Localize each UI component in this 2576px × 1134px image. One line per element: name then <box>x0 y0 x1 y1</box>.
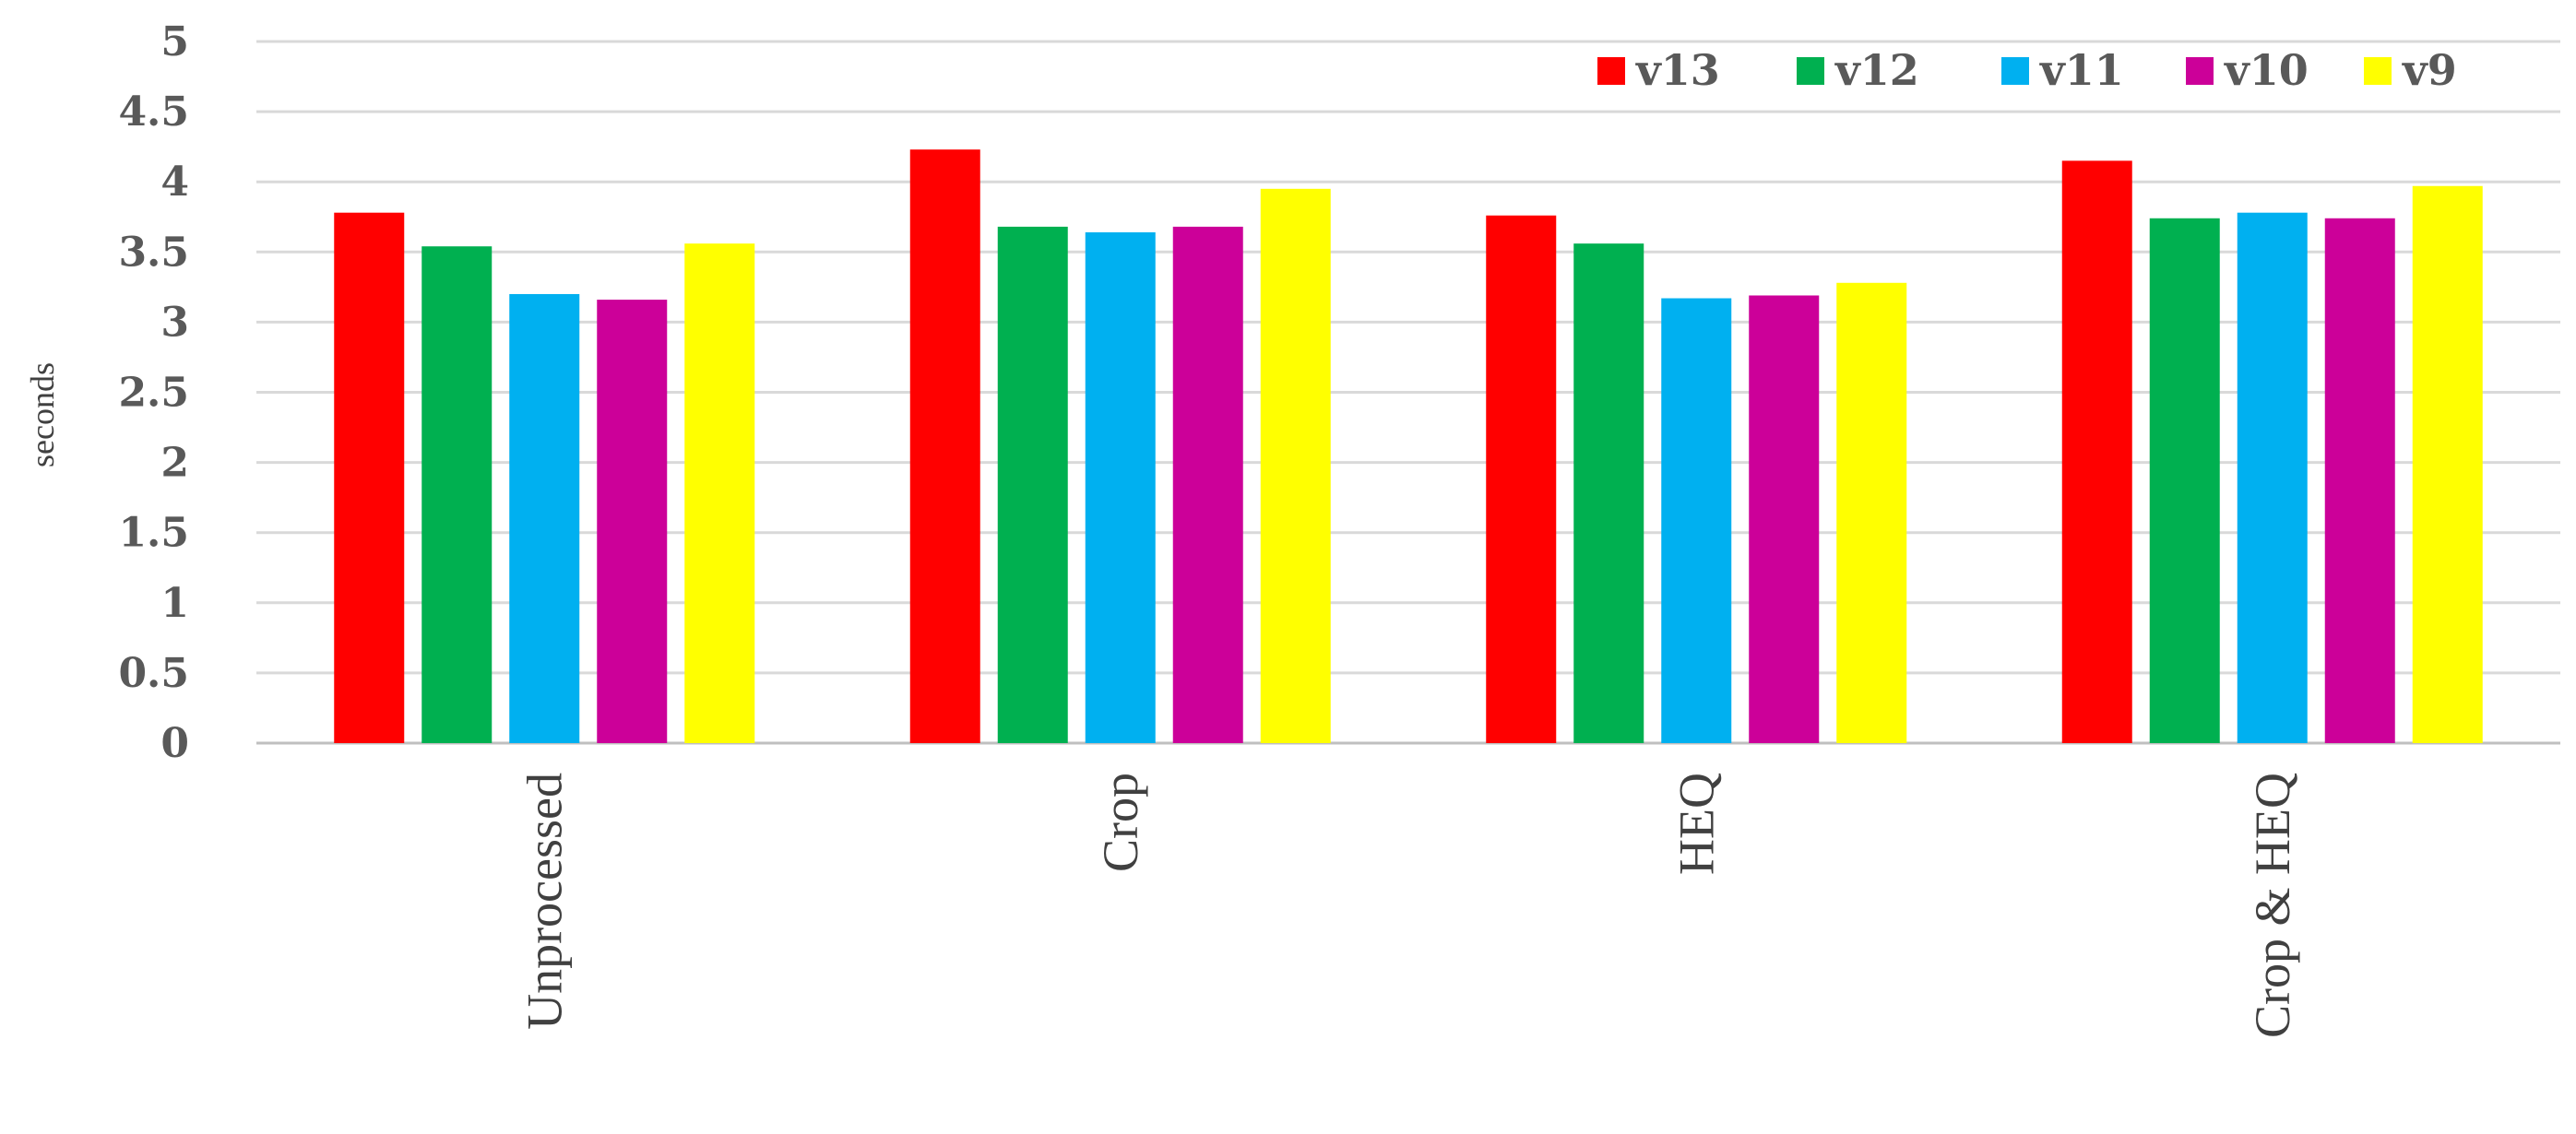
bar-v10 <box>1172 226 1243 744</box>
category-label: Crop & HEQ <box>2245 773 2300 1038</box>
legend-swatch-v13 <box>1597 57 1625 85</box>
bar-v13 <box>1486 215 1557 743</box>
bar-v12 <box>421 246 493 743</box>
y-axis-tick-labels: 0 0.5 1 1.5 2 2.5 3 3.5 4 4.5 5 <box>118 18 189 767</box>
bar-v13 <box>2061 160 2132 743</box>
category-label: HEQ <box>1668 773 1724 875</box>
y-tick-label: 4 <box>160 159 189 206</box>
bar-v12 <box>997 226 1068 744</box>
bar-v12 <box>1573 243 1644 744</box>
bar-v11 <box>509 293 580 743</box>
y-tick-label: 5 <box>160 18 189 65</box>
category-label: Crop <box>1093 773 1148 872</box>
y-tick-label: 3 <box>160 299 189 346</box>
y-tick-label: 1 <box>160 580 189 627</box>
bar-v13 <box>909 149 980 744</box>
y-tick-label: 4.5 <box>118 89 189 136</box>
bar-v10 <box>2324 218 2395 744</box>
legend-swatch-v10 <box>2186 57 2214 85</box>
bar-v9 <box>2412 185 2483 744</box>
x-axis-category-labels: Unprocessed Crop HEQ Crop & HEQ <box>516 773 2300 1038</box>
legend-label-v10: v10 <box>2224 45 2309 95</box>
bar-v13 <box>334 212 405 743</box>
bar-v9 <box>1836 282 1907 743</box>
bar-v11 <box>1661 298 1732 743</box>
legend: v13 v12 v11 v10 v9 <box>1597 45 2457 95</box>
y-tick-label: 2 <box>160 440 189 487</box>
bar-v10 <box>1749 295 1820 743</box>
y-tick-label: 1.5 <box>118 510 189 557</box>
legend-swatch-v12 <box>1797 57 1824 85</box>
legend-swatch-v9 <box>2364 57 2392 85</box>
legend-label-v9: v9 <box>2402 45 2457 95</box>
bars <box>334 149 2483 744</box>
legend-swatch-v11 <box>2001 57 2029 85</box>
legend-label-v13: v13 <box>1635 45 1720 95</box>
bar-v10 <box>597 300 668 743</box>
bar-v11 <box>1085 231 1156 743</box>
legend-label-v11: v11 <box>2039 45 2124 95</box>
y-axis-title: seconds <box>24 362 61 467</box>
bar-v11 <box>2237 212 2308 743</box>
y-tick-label: 2.5 <box>118 370 189 417</box>
y-tick-label: 0 <box>160 720 189 767</box>
bar-v12 <box>2149 218 2220 744</box>
y-tick-label: 3.5 <box>118 229 189 276</box>
category-label: Unprocessed <box>516 773 572 1030</box>
bar-v9 <box>1260 188 1331 743</box>
bar-v9 <box>684 243 755 744</box>
legend-label-v12: v12 <box>1834 45 1919 95</box>
y-tick-label: 0.5 <box>118 650 189 697</box>
